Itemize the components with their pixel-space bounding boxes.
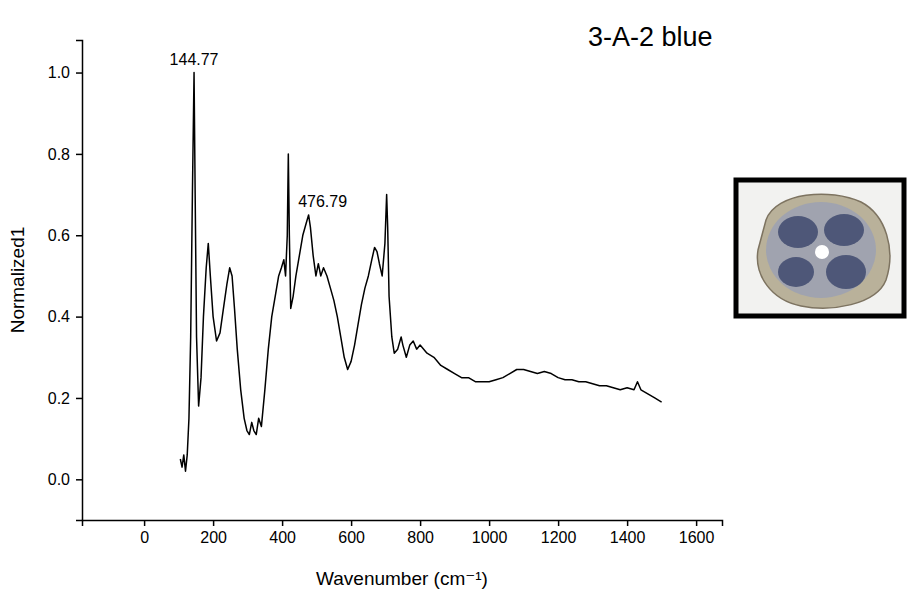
y-tick-mark <box>76 398 82 400</box>
x-tick-mark <box>627 520 629 526</box>
y-tick: 0.4 <box>48 308 82 325</box>
x-tick: 600 <box>338 520 365 546</box>
y-tick: 0.0 <box>48 471 82 488</box>
photo-stone <box>757 194 889 308</box>
plot-area <box>180 73 661 472</box>
y-tick-mark <box>76 316 82 318</box>
x-tick-mark <box>213 520 215 526</box>
spectrum-line <box>180 73 661 472</box>
photo-stone-core <box>766 202 876 298</box>
photo-center <box>815 245 829 259</box>
y-tick-label: 0.8 <box>48 146 70 163</box>
y-tick: 0.2 <box>48 390 82 407</box>
x-tick-mark <box>420 520 422 526</box>
chart: 020040060080010001200140016000.00.20.40.… <box>0 0 915 607</box>
y-tick-mark <box>76 235 82 237</box>
x-tick: 1000 <box>472 520 508 546</box>
y-tick-label: 0.2 <box>48 390 70 407</box>
photo-frame <box>736 180 904 316</box>
x-tick-label: 1400 <box>610 529 646 546</box>
x-tick-label: 1000 <box>472 529 508 546</box>
x-axis: 0 200 400 600 800 1000 1200 1400 1600 <box>83 520 723 546</box>
y-tick-mark <box>76 479 82 481</box>
y-axis: 0.0 0.2 0.4 0.6 0.8 1.0 <box>48 41 83 521</box>
x-tick-mark <box>351 520 353 526</box>
x-tick: 1400 <box>610 520 646 546</box>
x-tick-label: 600 <box>338 529 365 546</box>
x-tick-mark <box>282 520 284 526</box>
x-tick-mark <box>558 520 560 526</box>
photo-inset <box>736 180 904 316</box>
y-axis-title: Normalized1 <box>7 227 28 334</box>
y-tick-mark <box>76 72 82 74</box>
x-tick: 200 <box>200 520 227 546</box>
y-tick: 1.0 <box>48 64 82 81</box>
photo-blue-zone <box>778 216 818 248</box>
x-tick-label: 400 <box>269 529 296 546</box>
y-tick-label: 1.0 <box>48 64 70 81</box>
x-tick-label: 800 <box>407 529 434 546</box>
y-tick: 0.6 <box>48 227 82 244</box>
y-tick: 0.8 <box>48 146 82 163</box>
x-tick-label: 1600 <box>679 529 715 546</box>
photo-blue-zone <box>824 214 864 246</box>
x-tick-mark <box>144 520 146 526</box>
peak-annotation: 144.77 <box>170 51 219 68</box>
x-axis-line <box>83 521 723 527</box>
photo-blue-zone <box>826 255 866 289</box>
peak-annotation: 476.79 <box>298 193 347 210</box>
chart-title: 3-A-2 blue <box>588 22 713 52</box>
y-tick-label: 0.4 <box>48 308 70 325</box>
x-tick: 400 <box>269 520 296 546</box>
x-tick-label: 200 <box>200 529 227 546</box>
x-axis-title: Wavenumber (cm⁻¹) <box>316 568 488 589</box>
x-tick: 1600 <box>679 520 715 546</box>
x-tick: 0 <box>140 520 149 546</box>
x-tick: 1200 <box>541 520 577 546</box>
x-tick-label: 1200 <box>541 529 577 546</box>
x-tick-mark <box>489 520 491 526</box>
y-tick-mark <box>76 154 82 156</box>
y-axis-line <box>76 41 83 521</box>
y-tick-label: 0.0 <box>48 471 70 488</box>
y-tick-label: 0.6 <box>48 227 70 244</box>
x-tick-mark <box>696 520 698 526</box>
photo-blue-zone <box>778 257 814 287</box>
x-tick: 800 <box>407 520 434 546</box>
x-tick-label: 0 <box>140 529 149 546</box>
